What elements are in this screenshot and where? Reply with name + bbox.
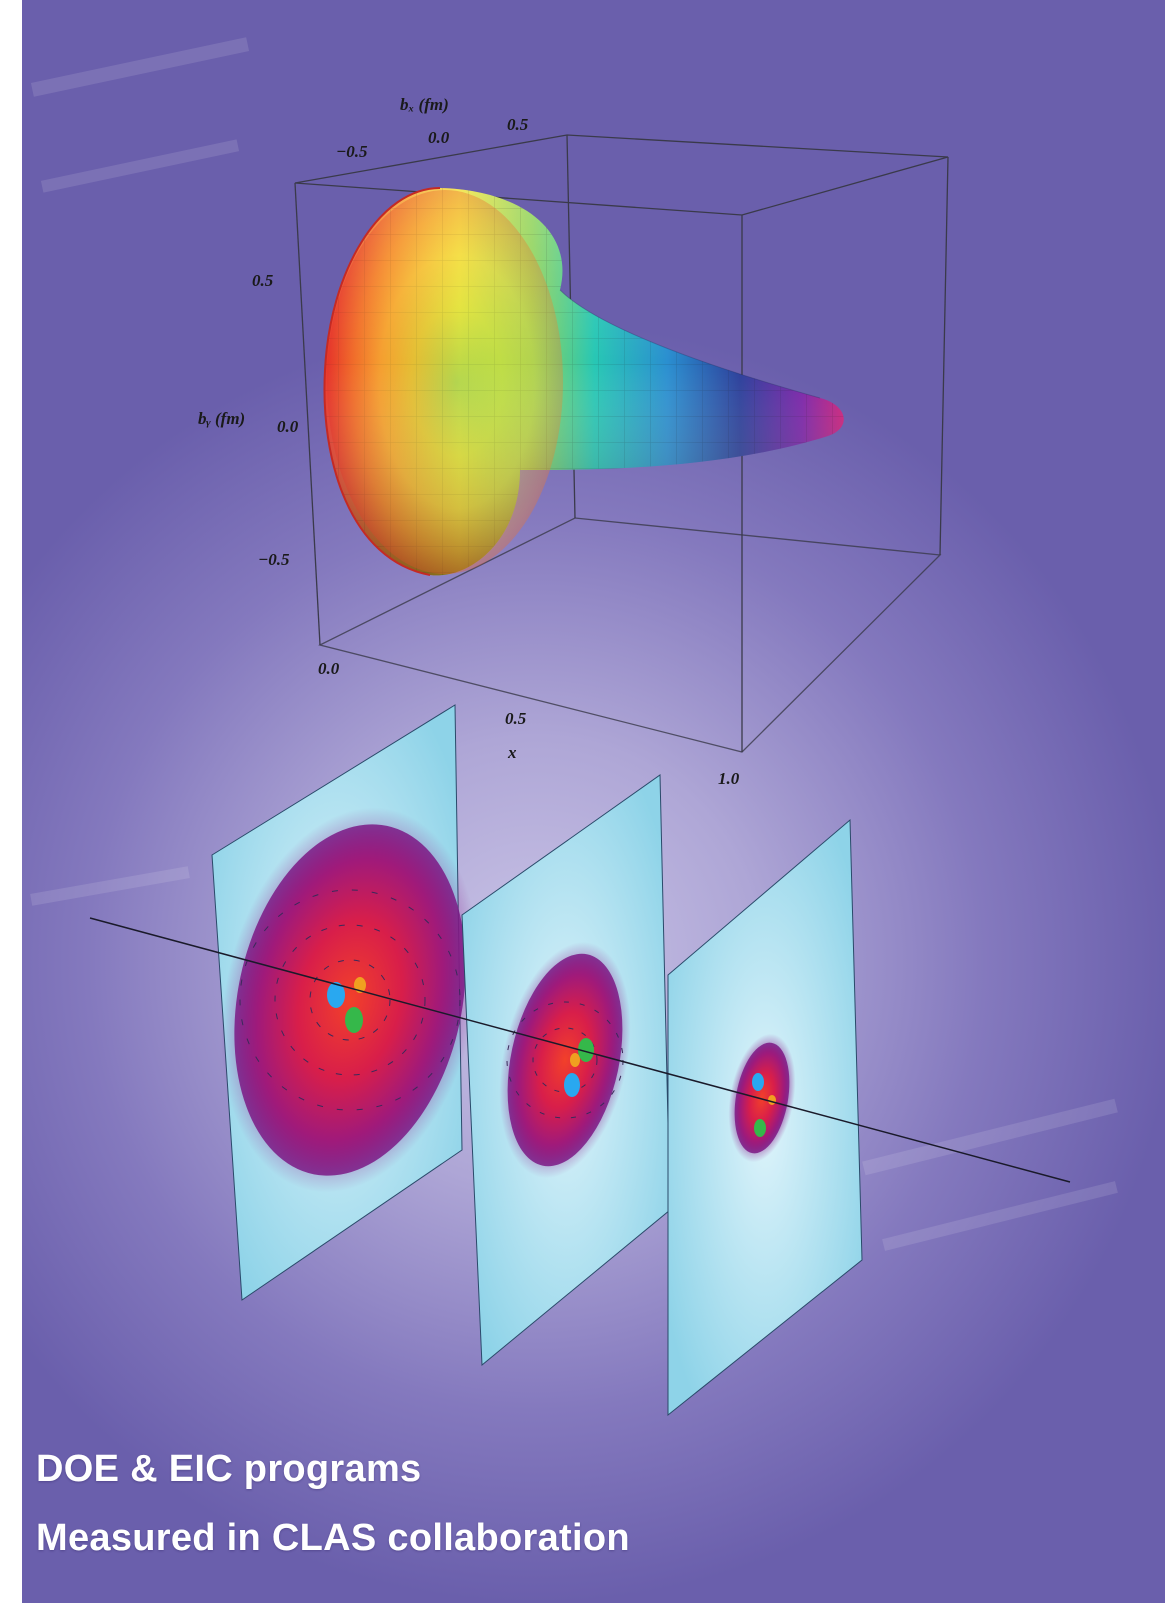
left-margin (0, 0, 22, 1603)
bx-axis-title: bₓ (fm) (400, 95, 449, 114)
quarks-1 (327, 977, 366, 1033)
gluon-rings-2 (506, 1001, 624, 1119)
slice-panel-2 (461, 774, 671, 1367)
by-tick-2: 0.0 (277, 417, 299, 436)
bx-tick-3: 0.5 (507, 115, 529, 134)
caption-line-2: Measured in CLAS collaboration (36, 1517, 630, 1559)
quarks-2 (564, 1038, 594, 1097)
by-tick-1: 0.5 (252, 271, 274, 290)
by-axis: bᵧ (fm) 0.5 0.0 −0.5 (198, 271, 299, 569)
caption-line-1: DOE & EIC programs (36, 1448, 422, 1490)
slice-panel-3 (667, 818, 863, 1417)
x-axis-title: x (507, 743, 517, 762)
x-tick-2: 0.5 (505, 709, 527, 728)
by-axis-title: bᵧ (fm) (198, 409, 245, 428)
plot-box (294, 134, 949, 753)
x-axis: 0.0 0.5 x 1.0 (318, 659, 740, 788)
slice-panel-1 (211, 704, 479, 1301)
background-stripes (30, 37, 1118, 1251)
gluon-rings-1 (239, 889, 461, 1111)
by-tick-3: −0.5 (258, 550, 290, 569)
bx-tick-1: −0.5 (336, 142, 368, 161)
bx-axis: bₓ (fm) −0.5 0.0 0.5 (336, 95, 529, 161)
x-tick-1: 0.0 (318, 659, 340, 678)
bx-tick-2: 0.0 (428, 128, 450, 147)
x-tick-3: 1.0 (718, 769, 740, 788)
gpd-cone-surface (323, 187, 844, 576)
longitudinal-axis-line (89, 917, 1071, 1183)
